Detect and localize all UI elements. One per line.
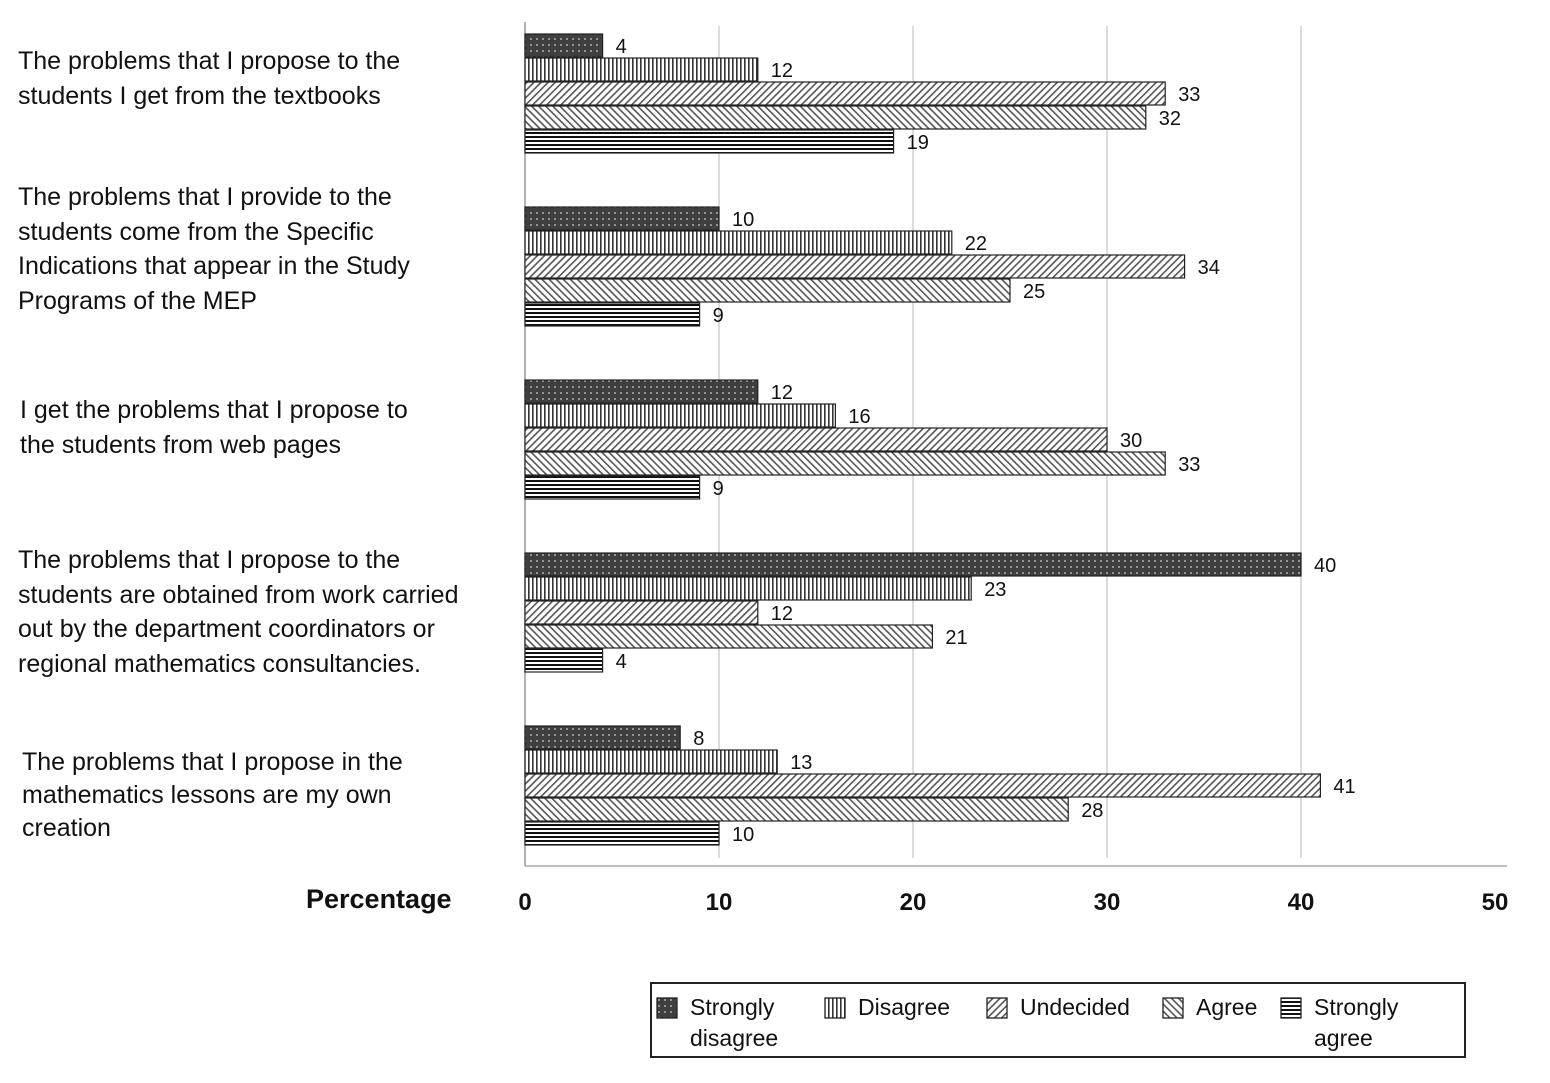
- data-label: 9: [713, 305, 724, 327]
- bar: [524, 129, 895, 154]
- data-label: 4: [616, 36, 627, 58]
- x-tick-label: 10: [706, 889, 733, 916]
- data-label: 21: [945, 627, 967, 649]
- bar: [524, 475, 701, 500]
- data-label: 4: [616, 651, 627, 673]
- data-label: 40: [1314, 555, 1336, 577]
- bar: [524, 81, 1166, 106]
- legend-label: Undecided: [1020, 994, 1130, 1020]
- legend-swatch: [986, 997, 1008, 1019]
- x-tick-label: 20: [900, 889, 927, 916]
- legend-swatch: [824, 997, 846, 1019]
- data-label: 22: [965, 233, 987, 255]
- x-tick-label: 50: [1482, 889, 1509, 916]
- bar: [524, 624, 933, 649]
- bar: [524, 451, 1166, 476]
- data-label: 12: [771, 382, 793, 404]
- bar: [524, 648, 604, 673]
- bar: [524, 725, 681, 750]
- bar: [524, 254, 1186, 279]
- data-label: 23: [984, 579, 1006, 601]
- legend-label: Agree: [1196, 994, 1258, 1020]
- legend-label: Disagree: [858, 994, 951, 1020]
- bar: [524, 797, 1069, 822]
- bar: [524, 749, 778, 774]
- bars: 4123332191022342591216303394023122148134…: [524, 33, 1356, 846]
- bar: [524, 600, 759, 625]
- data-label: 34: [1198, 257, 1220, 279]
- data-label: 8: [693, 728, 704, 750]
- data-label: 41: [1333, 776, 1355, 798]
- legend-swatch: [656, 997, 678, 1019]
- data-label: 12: [771, 60, 793, 82]
- category-label: I get the problems that I propose to the …: [20, 396, 408, 459]
- category-label: The problems that I propose to the studen…: [18, 546, 459, 678]
- x-axis-label: Percentage: [306, 884, 452, 914]
- legend-swatch: [1162, 997, 1184, 1019]
- bar: [524, 403, 836, 428]
- bar: [524, 427, 1108, 452]
- x-tick-label: 0: [518, 889, 531, 916]
- x-tick-label: 40: [1288, 889, 1315, 916]
- data-label: 28: [1081, 800, 1103, 822]
- category-label: The problems that I propose to the studen…: [18, 47, 401, 110]
- data-label: 9: [713, 478, 724, 500]
- bar: [524, 821, 720, 846]
- legend-label: Strongly agree: [1314, 994, 1399, 1051]
- bar: [524, 33, 604, 58]
- category-label: The problems that I propose in the mathem…: [22, 748, 403, 842]
- bar: [524, 552, 1302, 577]
- bar: [524, 57, 759, 82]
- bar: [524, 773, 1322, 798]
- data-label: 10: [732, 824, 754, 846]
- data-label: 13: [790, 752, 812, 774]
- bar: [524, 302, 701, 327]
- x-tick-labels: 0 10 20 30 40 50: [518, 889, 1508, 916]
- x-tick-label: 30: [1094, 889, 1121, 916]
- bar: [524, 379, 759, 404]
- bar: [524, 278, 1011, 303]
- data-label: 30: [1120, 430, 1142, 452]
- data-label: 10: [732, 209, 754, 231]
- bar: [524, 230, 953, 255]
- data-label: 16: [848, 406, 870, 428]
- bar: [524, 206, 720, 231]
- bar: [524, 105, 1147, 130]
- category-label: The problems that I provide to the studen…: [18, 183, 410, 315]
- data-label: 19: [907, 132, 929, 154]
- data-label: 32: [1159, 108, 1181, 130]
- data-label: 12: [771, 603, 793, 625]
- data-label: 33: [1178, 84, 1200, 106]
- legend-swatch: [1280, 997, 1302, 1019]
- legend-label: Strongly disagree: [690, 994, 779, 1051]
- data-label: 25: [1023, 281, 1045, 303]
- legend: Strongly disagree Disagree Undecided Agree St…: [650, 982, 1466, 1058]
- bar: [524, 576, 972, 601]
- data-label: 33: [1178, 454, 1200, 476]
